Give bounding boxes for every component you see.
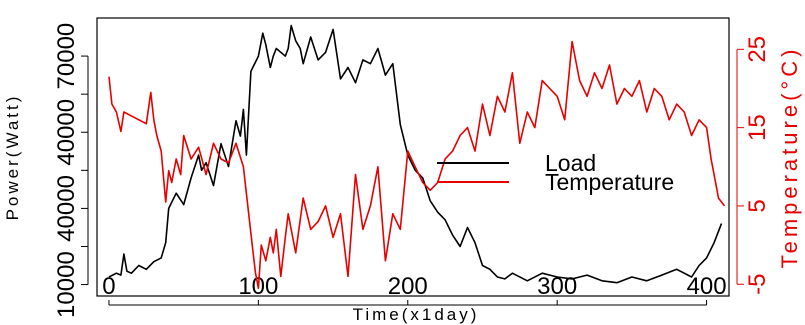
y-right-tick-label: -5: [744, 274, 771, 295]
x-axis-title: Time(x1day): [353, 305, 480, 324]
y-left-tick-label: 70000: [53, 23, 80, 90]
x-axis: 0 100 200 300 400: [102, 273, 727, 306]
y-right-tick-label: 25: [744, 36, 771, 63]
legend-label-temperature: Temperature: [545, 169, 674, 195]
y-left-tick-label: 10000: [53, 251, 80, 318]
y-right-tick-label: 15: [744, 114, 771, 141]
legend-label-load: Load: [545, 150, 596, 176]
legend: Load Temperature: [437, 150, 674, 195]
x-tick-label: 0: [102, 273, 115, 300]
series-line-temperature: [108, 40, 726, 290]
y-axis-left: 10000 40000 40000 70000: [53, 23, 89, 318]
series-line-load: [108, 24, 723, 284]
y-left-tick-label: 40000: [53, 175, 80, 242]
series-layer: [108, 24, 726, 290]
y-axis-left-title: Power(Watt): [3, 94, 22, 221]
x-tick-label: 400: [687, 273, 727, 300]
x-tick-label: 200: [388, 273, 428, 300]
y-axis-right-title: Temperature(°C): [777, 46, 802, 269]
y-right-tick-label: 5: [744, 199, 771, 212]
y-left-tick-label: 40000: [53, 99, 80, 166]
y-axis-right: -5 5 15 25: [736, 36, 771, 295]
plot-frame: [96, 17, 730, 297]
